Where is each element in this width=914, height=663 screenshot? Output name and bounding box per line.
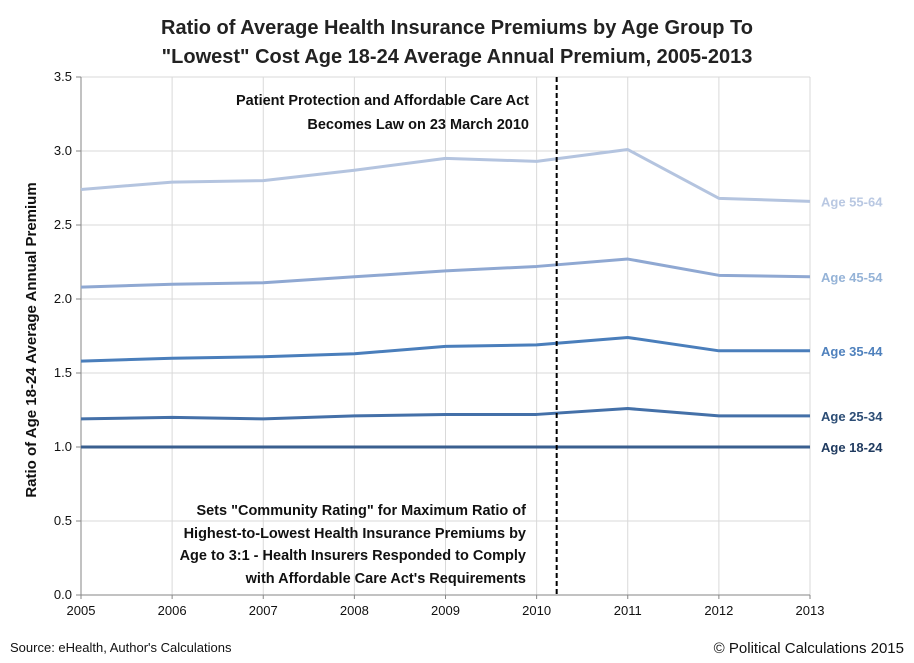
x-tick-label: 2008 (340, 603, 369, 618)
series-line-age-45-54 (80, 257, 811, 289)
y-tick-label: 2.0 (54, 291, 72, 306)
y-tick-label: 1.5 (54, 365, 72, 380)
x-tick-label: 2007 (249, 603, 278, 618)
x-tick-label: 2005 (67, 603, 96, 618)
series-line-age-35-44 (80, 335, 810, 363)
annotation-bottom-2: Highest-to-Lowest Health Insurance Premi… (184, 526, 526, 542)
series-label: Age 35-44 (821, 344, 883, 359)
y-tick-label: 1.0 (54, 439, 72, 454)
series-lines: Age 55-64 Age 45-54 Age 35-44 Age 25-34 Age … (80, 77, 883, 595)
x-tick-label: 2010 (522, 603, 551, 618)
x-tick-label: 2009 (431, 603, 460, 618)
y-tick-label: 0.5 (54, 513, 72, 528)
annotation-bottom-3: Age to 3:1 - Health Insurers Responded t… (180, 548, 526, 564)
chart-title-line-1: Ratio of Average Health Insurance Premiu… (161, 17, 753, 39)
annotation-bottom-1: Sets "Community Rating" for Maximum Rati… (196, 503, 526, 519)
y-tick-label: 3.0 (54, 143, 72, 158)
source-note: Source: eHealth, Author's Calculations (10, 640, 232, 655)
copyright: © Political Calculations 2015 (714, 640, 904, 657)
annotation-top-1: Patient Protection and Affordable Care A… (236, 93, 529, 109)
x-tick-label: 2011 (614, 603, 642, 618)
series-line-age-25-34 (80, 407, 810, 421)
series-line-age-55-64 (80, 148, 811, 203)
annotation-top-2: Becomes Law on 23 March 2010 (307, 117, 529, 133)
series-label: Age 45-54 (821, 270, 883, 285)
y-tick-label: 2.5 (54, 217, 72, 232)
y-axis-label: Ratio of Age 18-24 Average Annual Premiu… (23, 182, 40, 497)
y-tick-label: 3.5 (54, 69, 72, 84)
series-label: Age 55-64 (821, 194, 883, 209)
x-tick-label: 2012 (704, 603, 733, 618)
axes: 0.0 0.5 1.0 1.5 2.0 2.5 3.0 3.5 2005 2006 2007 2008… (54, 69, 825, 618)
series-label: Age 18-24 (821, 440, 883, 455)
y-tick-label: 0.0 (54, 587, 72, 602)
annotation-bottom-4: with Affordable Care Act's Requirements (245, 571, 526, 587)
series-label: Age 25-34 (821, 409, 883, 424)
x-tick-label: 2006 (158, 603, 187, 618)
chart-title-line-2: "Lowest" Cost Age 18-24 Average Annual P… (162, 46, 753, 68)
x-tick-label: 2013 (796, 603, 825, 618)
